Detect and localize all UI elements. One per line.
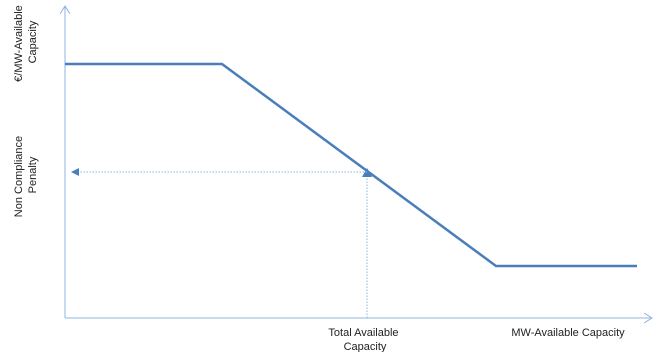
capacity-label-line-1: Total Available: [328, 327, 398, 339]
y-axis-label-line-1: €/MW-Available: [13, 5, 25, 82]
penalty-curve: [65, 62, 637, 268]
penalty-label-line-1: Non Compliance: [13, 136, 25, 217]
capacity-label-line-2: Capacity: [344, 341, 387, 352]
penalty-label-line-2: Penalty: [27, 156, 39, 193]
y-axis-label: €/MW-Available Capacity: [13, 2, 39, 82]
penalty-guide-arrowhead: [71, 168, 79, 176]
y-axis-label-line-2: Capacity: [27, 20, 39, 63]
capacity-label: Total Available Capacity: [328, 327, 401, 352]
x-axis-label: MW-Available Capacity: [511, 327, 625, 339]
penalty-label: Non Compliance Penalty: [13, 133, 39, 217]
